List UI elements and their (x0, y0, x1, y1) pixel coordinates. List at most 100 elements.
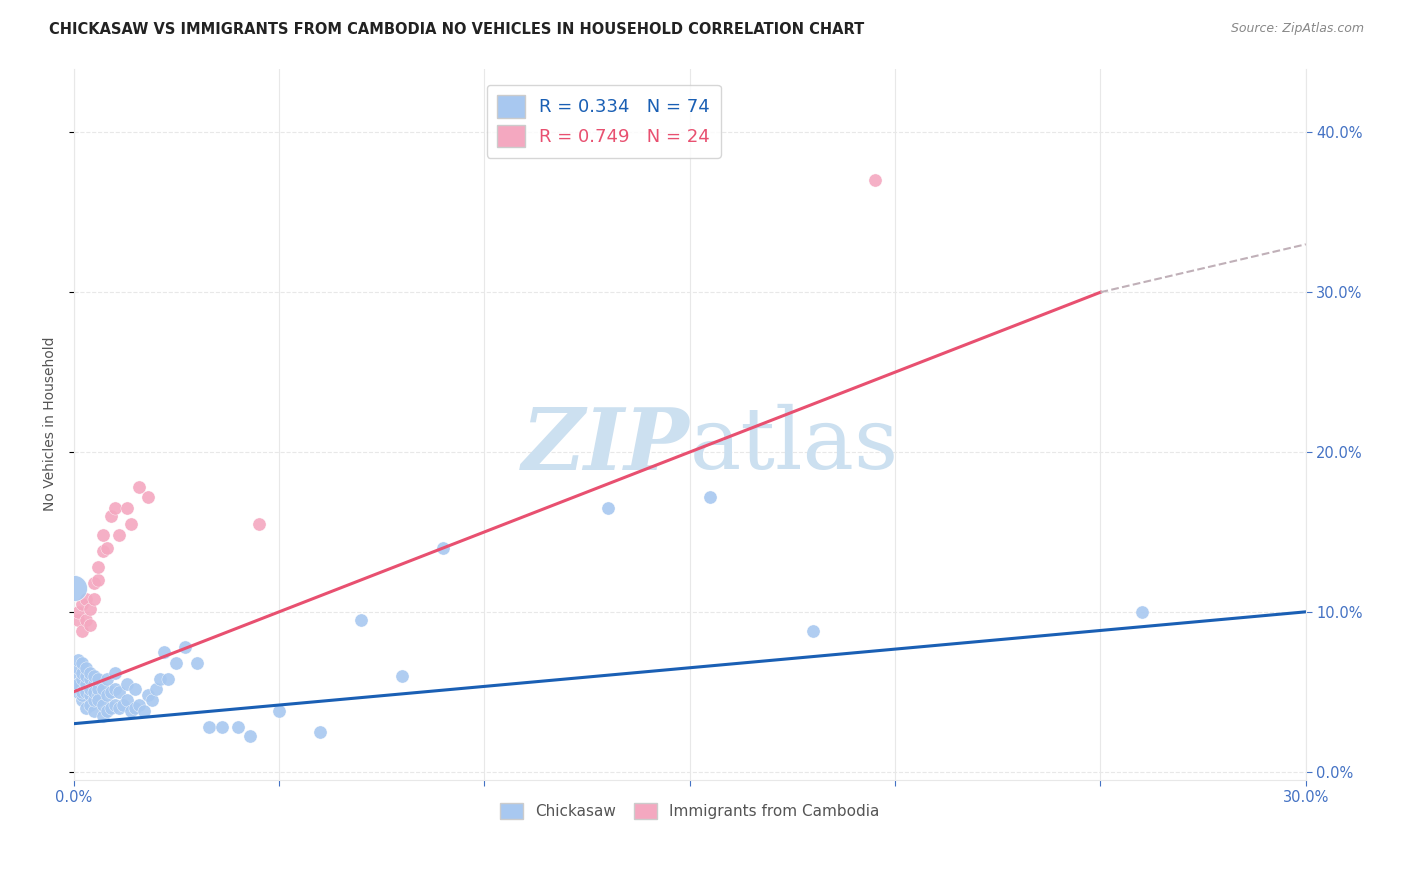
Point (350, 613, 373, 627)
Point (75, 700, 97, 714)
Point (166, 656, 188, 670)
Point (100, 684, 122, 698)
Point (79, 688, 101, 702)
Point (141, 692, 163, 706)
Point (153, 645, 176, 659)
Point (120, 704, 142, 718)
Point (66, 677, 89, 691)
Point (70, 597, 93, 611)
Point (75, 669, 97, 683)
Point (66, 605, 89, 619)
Point (91, 708, 114, 723)
Point (239, 730, 262, 744)
Point (124, 681, 146, 696)
Point (83, 576, 105, 591)
Point (173, 640, 195, 654)
Point (226, 720, 249, 734)
Point (75, 677, 97, 691)
Point (66, 684, 89, 698)
Text: Source: ZipAtlas.com: Source: ZipAtlas.com (1230, 22, 1364, 36)
Point (83, 677, 105, 691)
Point (100, 508, 122, 523)
Point (83, 592, 105, 607)
Point (309, 724, 332, 739)
Point (391, 669, 413, 683)
Point (87, 560, 110, 574)
Point (136, 688, 159, 702)
Point (96, 688, 118, 702)
Point (100, 700, 122, 714)
Point (83, 704, 105, 718)
Point (75, 661, 97, 675)
Point (115, 500, 138, 515)
Point (70, 684, 93, 698)
Point (801, 624, 824, 638)
Point (87, 573, 110, 587)
Point (83, 684, 105, 698)
Text: CHICKASAW VS IMMIGRANTS FROM CAMBODIA NO VEHICLES IN HOUSEHOLD CORRELATION CHART: CHICKASAW VS IMMIGRANTS FROM CAMBODIA NO… (49, 22, 865, 37)
Point (83, 669, 105, 683)
Point (863, 173, 886, 187)
Point (108, 528, 131, 542)
Point (108, 700, 131, 714)
Point (104, 500, 127, 515)
Point (211, 720, 233, 734)
Point (62, 581, 84, 595)
Point (79, 681, 101, 696)
Point (124, 700, 146, 714)
Point (79, 672, 101, 686)
Point (120, 516, 142, 531)
Point (66, 613, 89, 627)
Point (104, 665, 127, 680)
Point (87, 672, 110, 686)
Point (136, 490, 159, 504)
Point (596, 500, 619, 515)
Point (70, 624, 93, 638)
Legend: Chickasaw, Immigrants from Cambodia: Chickasaw, Immigrants from Cambodia (494, 797, 886, 825)
Point (75, 613, 97, 627)
Point (157, 672, 180, 686)
Point (91, 681, 114, 696)
Point (70, 656, 93, 670)
Point (96, 672, 118, 686)
Point (112, 698, 135, 712)
Point (128, 480, 150, 494)
Point (115, 677, 138, 691)
Point (186, 656, 208, 670)
Point (70, 688, 93, 702)
Point (104, 698, 127, 712)
Point (104, 681, 127, 696)
Point (699, 490, 721, 504)
Text: atlas: atlas (690, 404, 898, 487)
Point (62, 669, 84, 683)
Point (149, 672, 172, 686)
Point (432, 541, 454, 555)
Point (91, 528, 114, 542)
Point (70, 692, 93, 706)
Point (79, 617, 101, 632)
Point (66, 677, 89, 691)
Point (269, 704, 291, 718)
Point (66, 661, 89, 675)
Point (198, 720, 221, 734)
Point (96, 541, 118, 555)
Point (70, 665, 93, 680)
Point (247, 516, 270, 531)
Point (70, 672, 93, 686)
Point (87, 692, 110, 706)
Y-axis label: No Vehicles in Household: No Vehicles in Household (44, 337, 58, 511)
Point (66, 653, 89, 667)
Point (83, 692, 105, 706)
Point (87, 688, 110, 702)
Point (108, 684, 131, 698)
Point (75, 684, 97, 698)
Point (145, 681, 167, 696)
Point (79, 698, 101, 712)
Point (128, 698, 150, 712)
Point (1130, 605, 1153, 619)
Point (79, 665, 101, 680)
Text: ZIP: ZIP (522, 404, 690, 487)
Point (132, 704, 155, 718)
Point (96, 704, 118, 718)
Point (91, 698, 114, 712)
